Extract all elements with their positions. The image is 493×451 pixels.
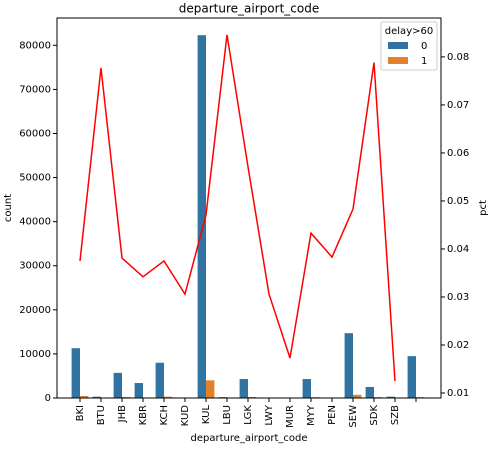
x-tick-label: KUL: [201, 405, 212, 425]
y2-axis-label: pct: [478, 200, 489, 216]
x-tick-label: SZB: [390, 405, 401, 425]
chart-title: departure_airport_code: [179, 2, 319, 16]
y2-tick-label: 0.03: [447, 292, 469, 303]
y2-tick-label: 0.07: [447, 100, 469, 111]
y-tick-label: 10000: [19, 349, 51, 360]
legend-swatch: [388, 57, 408, 64]
bar: [407, 356, 416, 398]
legend-label: 0: [421, 41, 427, 52]
bar: [239, 379, 248, 398]
y-tick-label: 20000: [19, 305, 51, 316]
legend-label: 1: [421, 56, 427, 67]
x-tick-label: JHB: [117, 405, 128, 423]
x-tick-label: MUR: [285, 405, 296, 428]
bar: [365, 386, 374, 398]
bar: [134, 383, 143, 398]
bar: [113, 372, 122, 398]
line: [79, 34, 396, 382]
x-tick-label: SDK: [369, 405, 380, 426]
legend-swatch: [388, 42, 408, 49]
bar: [344, 333, 353, 398]
y-tick-label: 80000: [19, 40, 51, 51]
x-tick-label: KUD: [180, 405, 191, 427]
bar: [248, 396, 257, 398]
bar: [353, 394, 362, 398]
y-tick-label: 60000: [19, 128, 51, 139]
x-tick-label: SEW: [348, 405, 359, 428]
bar: [302, 379, 311, 398]
x-tick-label: LGK: [243, 405, 254, 425]
bar: [386, 396, 395, 398]
plot-frame: [56, 17, 442, 399]
y2-tick-label: 0.02: [447, 340, 469, 351]
y-axis-label: count: [3, 194, 14, 222]
bar: [155, 362, 164, 398]
y-tick-label: 0: [45, 393, 51, 404]
x-axis-label: departure_airport_code: [190, 433, 307, 444]
bar: [164, 396, 173, 398]
x-tick-label: BKI: [75, 405, 86, 421]
x-tick-label: MYY: [306, 404, 317, 426]
y2-tick-label: 0.01: [447, 388, 469, 399]
y2-tick-label: 0.04: [447, 244, 469, 255]
y-tick-label: 50000: [19, 173, 51, 184]
x-tick-label: KCH: [159, 405, 170, 426]
bar: [71, 348, 80, 398]
x-tick-label: LWY: [264, 404, 275, 426]
bar: [197, 35, 206, 399]
x-tick-label: BTU: [96, 405, 107, 425]
y-tick-label: 40000: [19, 217, 51, 228]
x-tick-label: PEN: [327, 405, 338, 425]
y-tick-label: 70000: [19, 84, 51, 95]
y2-tick-label: 0.06: [447, 148, 469, 159]
y2-tick-label: 0.05: [447, 196, 469, 207]
legend-title: delay>60: [385, 26, 433, 37]
bar: [80, 396, 89, 398]
x-tick-label: KBR: [138, 405, 149, 425]
bar: [206, 380, 215, 398]
y2-tick-label: 0.08: [447, 52, 469, 63]
bar: [92, 396, 101, 398]
y-tick-label: 30000: [19, 261, 51, 272]
x-tick-label: LBU: [222, 405, 233, 425]
